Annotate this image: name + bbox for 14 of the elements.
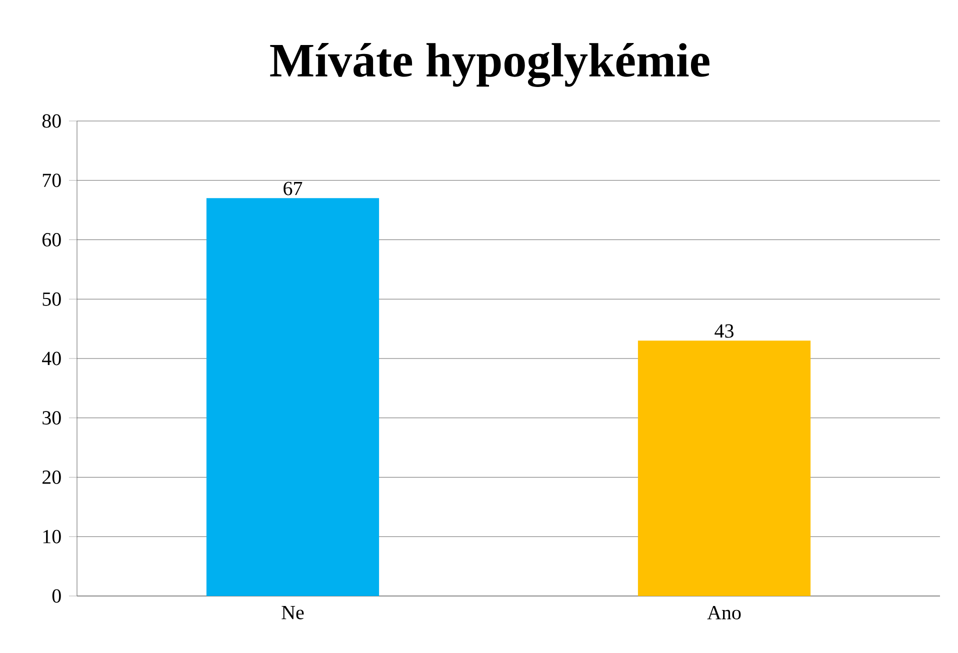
chart-title: Míváte hypoglykémie [270, 43, 710, 87]
y-tick-label: 40 [42, 352, 61, 366]
y-tick-label: 10 [43, 530, 61, 544]
data-label: 67 [284, 182, 302, 196]
y-tick-label: 0 [52, 589, 61, 603]
y-tick-label: 70 [42, 174, 61, 188]
x-tick-label: Ano [707, 606, 741, 620]
y-tick-label: 30 [42, 411, 61, 425]
y-tick-label: 20 [42, 470, 61, 484]
y-tick-label: 60 [42, 232, 61, 246]
x-tick-label: Ne [282, 606, 304, 620]
y-tick-label: 50 [42, 292, 61, 306]
y-tick-label: 80 [42, 114, 61, 128]
data-label: 43 [714, 324, 734, 338]
